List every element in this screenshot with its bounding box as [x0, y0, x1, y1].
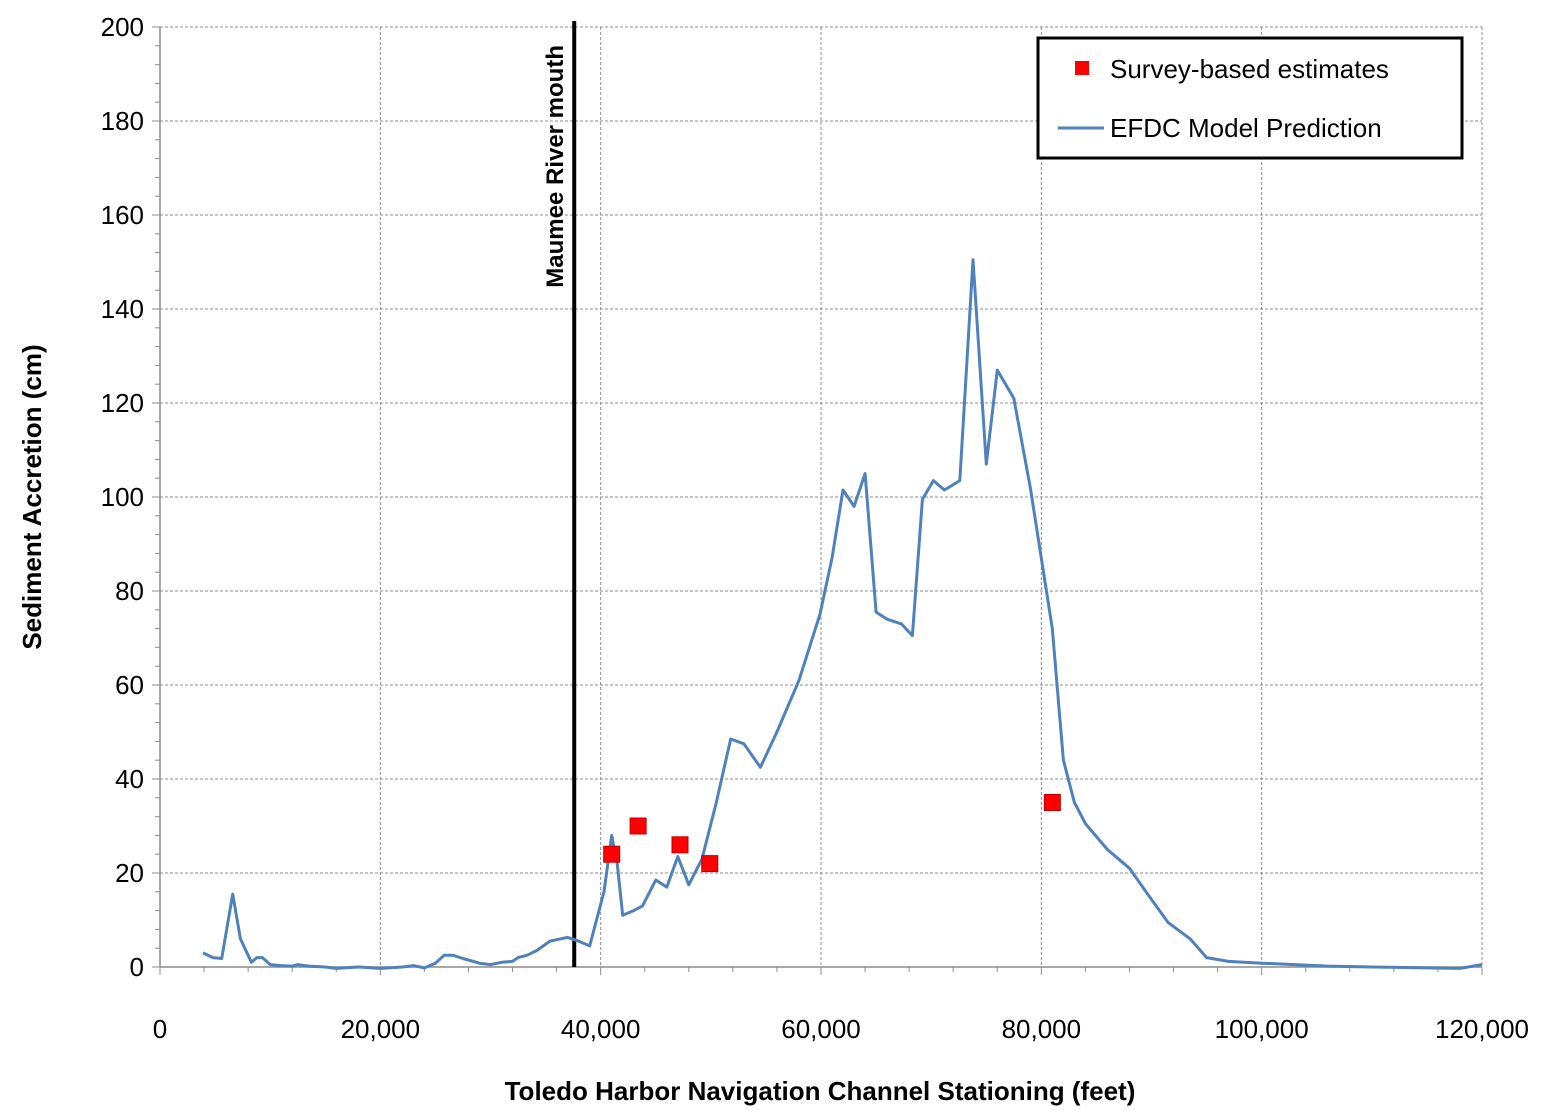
y-tick-label: 140 — [101, 294, 144, 324]
y-tick-label: 20 — [115, 858, 144, 888]
x-tick-label: 120,000 — [1435, 1014, 1529, 1044]
y-tick-label: 180 — [101, 106, 144, 136]
tick-labels: 0 20 40 60 80 100 120 140 160 180 200 0 20,000 40,000… — [101, 12, 1529, 1044]
legend-label-efdc: EFDC Model Prediction — [1110, 113, 1382, 143]
y-axis-label: Sediment Accretion (cm) — [17, 344, 47, 649]
x-tick-label: 0 — [153, 1014, 167, 1044]
y-tick-label: 200 — [101, 12, 144, 42]
legend-marker-survey — [1075, 61, 1089, 75]
grid-lines — [160, 26, 1483, 967]
x-tick-label: 80,000 — [1002, 1014, 1082, 1044]
y-tick-label: 100 — [101, 482, 144, 512]
legend: Survey-based estimates EFDC Model Predic… — [1036, 36, 1464, 160]
x-tick-label: 100,000 — [1215, 1014, 1309, 1044]
x-tick-label: 40,000 — [561, 1014, 641, 1044]
y-tick-label: 60 — [115, 670, 144, 700]
legend-box — [1036, 36, 1464, 160]
survey-point-2 — [671, 836, 689, 854]
axes — [152, 26, 1483, 975]
survey-point-1 — [629, 817, 647, 835]
y-tick-label: 40 — [115, 764, 144, 794]
survey-point-4 — [1043, 794, 1061, 811]
y-tick-label: 120 — [101, 388, 144, 418]
series-layer — [202, 258, 1483, 970]
x-tick-label: 20,000 — [341, 1014, 421, 1044]
y-tick-label: 0 — [130, 952, 144, 982]
survey-point-3 — [701, 855, 719, 873]
legend-label-survey: Survey-based estimates — [1110, 54, 1389, 84]
series-efdc-line — [202, 258, 1483, 970]
y-tick-label: 160 — [101, 200, 144, 230]
river-mouth-label: Maumee River mouth — [542, 45, 569, 288]
x-tick-label: 60,000 — [781, 1014, 861, 1044]
x-axis-label: Toledo Harbor Navigation Channel Station… — [505, 1076, 1136, 1106]
y-tick-label: 80 — [115, 576, 144, 606]
annotation-layer: Maumee River mouth — [542, 21, 577, 967]
survey-point-0 — [603, 845, 621, 863]
